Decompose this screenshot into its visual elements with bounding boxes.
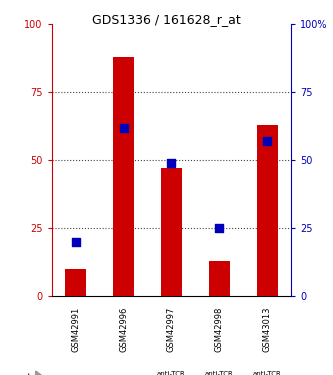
Text: anti-TCR
+ Combo: anti-TCR + Combo: [251, 371, 284, 375]
Text: GSM42991: GSM42991: [71, 306, 80, 352]
Text: GSM42996: GSM42996: [119, 306, 128, 352]
Text: GSM42997: GSM42997: [167, 306, 176, 352]
Point: [217, 225, 222, 231]
Bar: [209, 261, 230, 296]
Text: anti-TCR
+ CsA: anti-TCR + CsA: [157, 371, 186, 375]
Text: agent: agent: [3, 373, 32, 375]
Point: [265, 138, 270, 144]
Bar: [257, 125, 278, 296]
Point: [169, 160, 174, 166]
Bar: [161, 168, 182, 296]
Bar: [113, 57, 134, 296]
Bar: [65, 269, 86, 296]
Text: anti-TCR
+ PKCi: anti-TCR + PKCi: [205, 371, 234, 375]
Text: GSM42998: GSM42998: [215, 306, 224, 352]
Point: [73, 239, 78, 245]
Point: [121, 124, 126, 131]
Text: GSM43013: GSM43013: [263, 306, 272, 352]
Text: GDS1336 / 161628_r_at: GDS1336 / 161628_r_at: [92, 13, 241, 26]
